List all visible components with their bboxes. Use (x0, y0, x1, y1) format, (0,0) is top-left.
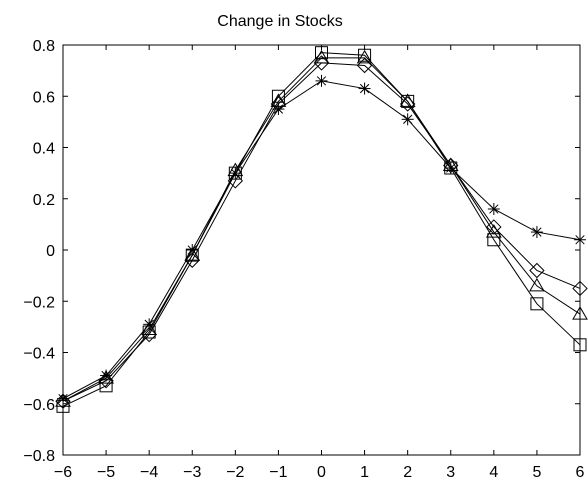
series-line-square (62, 52, 581, 407)
data-point-square (99, 379, 113, 393)
y-tick-label: −0.4 (23, 346, 55, 363)
y-tick-label: 0.8 (33, 38, 55, 55)
data-point-diamond (141, 326, 157, 343)
data-point-triangle (572, 306, 588, 320)
data-point-diamond (443, 157, 459, 174)
data-point-asterisk (358, 82, 371, 95)
x-tick-label: 3 (446, 464, 455, 481)
asterisk-stroke (489, 204, 499, 214)
x-tick-label: −5 (97, 464, 115, 481)
data-point-square (185, 248, 199, 262)
x-tick-label: 4 (489, 464, 498, 481)
data-point-triangle (529, 277, 545, 292)
data-point-asterisk (530, 226, 543, 239)
x-tick-label: −1 (269, 464, 287, 481)
y-tick-label: −0.8 (23, 448, 55, 465)
data-point-triangle (442, 157, 459, 171)
data-point-diamond (227, 173, 244, 189)
asterisk-stroke (575, 235, 585, 245)
data-point-square (573, 338, 587, 352)
asterisk-stroke (58, 393, 68, 404)
x-tick-label: −3 (183, 464, 201, 481)
chart-title: Change in Stocks (217, 13, 342, 30)
y-tick-label: 0.4 (33, 141, 55, 158)
asterisk-stroke (359, 83, 370, 94)
data-point-asterisk (574, 233, 586, 246)
asterisk-stroke (101, 370, 111, 381)
x-tick-label: 1 (360, 464, 369, 481)
data-point-triangle (55, 393, 71, 407)
data-point-square (401, 94, 415, 108)
series-line-triangle (62, 57, 581, 402)
data-point-triangle (485, 224, 502, 238)
asterisk-stroke (403, 114, 413, 124)
data-point-asterisk (401, 113, 414, 126)
data-point-asterisk (100, 369, 113, 382)
data-point-asterisk (487, 203, 500, 215)
plot-area: −6 −5 −4 −3 −2 −1 0 1 2 3 4 5 6 0.8 0.6 0.4 0.2 0 −0.2 −0.4… (23, 38, 588, 481)
y-tick-label: 0 (46, 243, 55, 260)
x-tick-label: 5 (532, 464, 541, 481)
data-point-square (358, 48, 372, 62)
data-point-triangle (270, 93, 287, 107)
x-tick-label: 2 (403, 464, 412, 481)
data-point-triangle (141, 321, 158, 335)
data-point-square (530, 297, 544, 311)
data-point-triangle (98, 370, 114, 384)
data-point-diamond (313, 55, 330, 71)
asterisk-stroke (316, 76, 327, 86)
asterisk-stroke (532, 227, 542, 237)
data-point-triangle (313, 49, 330, 64)
data-point-diamond (529, 262, 545, 279)
y-tick-label: −0.2 (23, 294, 55, 311)
x-tick-label: 6 (576, 464, 585, 481)
data-point-triangle (184, 247, 201, 261)
x-tick-label: −4 (140, 464, 158, 481)
y-tick-label: 0.2 (33, 192, 55, 209)
data-point-triangle (399, 93, 416, 107)
data-point-diamond (184, 252, 200, 268)
y-tick-label: 0.6 (33, 89, 55, 106)
y-tick-label: −0.6 (23, 397, 55, 414)
x-tick-label: −2 (226, 464, 244, 481)
data-point-triangle (227, 162, 244, 177)
data-point-asterisk (315, 74, 328, 87)
data-point-triangle (356, 49, 373, 64)
data-point-square (315, 46, 328, 60)
data-point-diamond (572, 280, 588, 297)
x-tick-label: −6 (54, 464, 72, 481)
x-tick-label: 0 (317, 464, 326, 481)
